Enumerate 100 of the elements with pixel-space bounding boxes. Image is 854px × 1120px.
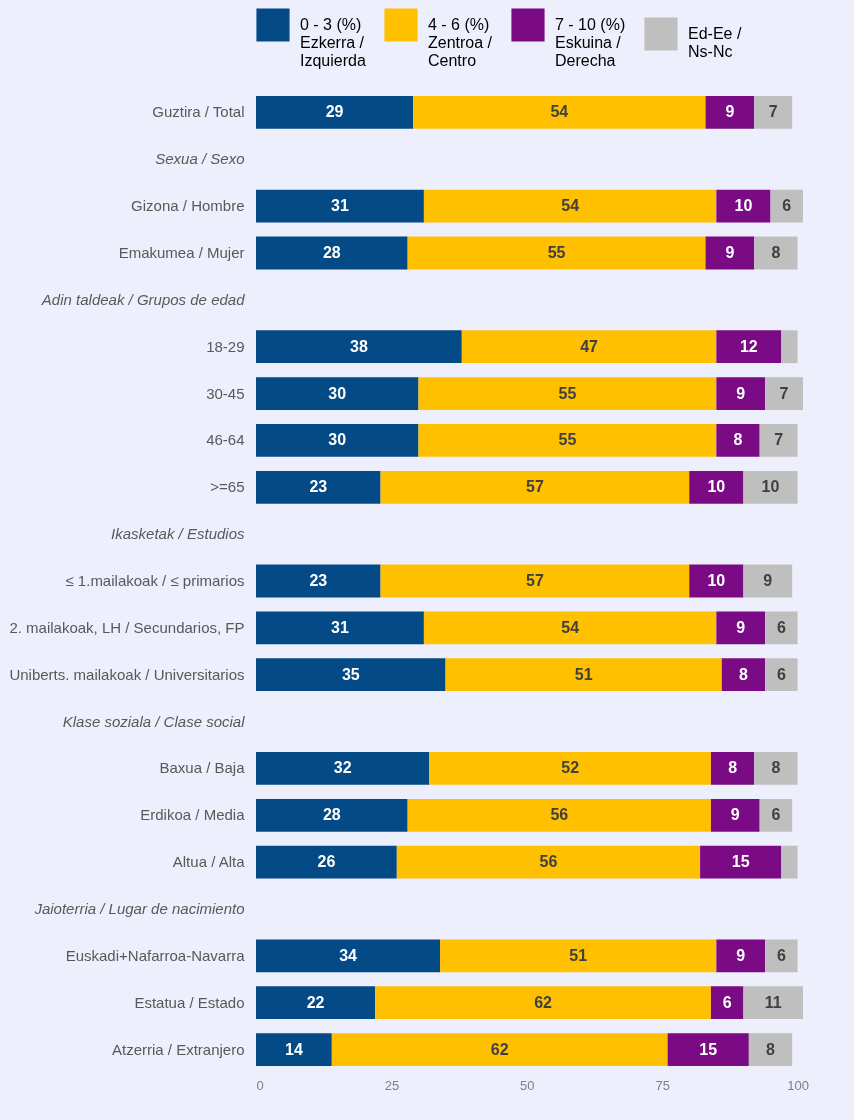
bar: [710, 798, 760, 832]
data-label: 8: [728, 759, 738, 777]
y-tick-label: 18-29: [206, 337, 245, 355]
y-tick-label: 2. mailakoak, LH / Secundarios, FP: [9, 618, 245, 636]
data-label: 54: [561, 197, 580, 215]
bar: [331, 1033, 668, 1066]
bar: [705, 96, 755, 129]
bar: [721, 658, 766, 692]
legend-label: 7 - 10 (%) Eskuina / Derecha: [555, 16, 626, 69]
bar: [781, 845, 798, 879]
bar: [710, 752, 755, 785]
bar: [256, 424, 419, 457]
bar: [256, 236, 408, 270]
y-tick-label: Jaioterria / Lugar de nacimiento: [33, 900, 245, 917]
bar: [781, 330, 798, 364]
bar: [716, 611, 766, 645]
data-label: 8: [766, 1040, 776, 1058]
bar: [461, 330, 717, 364]
bar: [380, 564, 690, 598]
data-label: 34: [339, 946, 358, 964]
data-label: 56: [550, 806, 569, 824]
bar: [429, 752, 711, 785]
bar: [765, 658, 798, 692]
data-label: 55: [558, 431, 577, 449]
bar: [743, 470, 798, 504]
bar: [689, 564, 744, 598]
y-tick-label: 30-45: [206, 384, 245, 402]
data-label: 57: [526, 478, 544, 496]
bar: [256, 330, 462, 364]
bar: [256, 470, 381, 504]
y-tick-label: Atzerria / Extranjero: [111, 1040, 245, 1058]
data-label: 6: [722, 993, 732, 1011]
bar: [743, 564, 793, 598]
bar: [689, 470, 744, 504]
y-tick-label: Guztira / Total: [152, 103, 245, 121]
data-label: 11: [764, 993, 782, 1011]
bar: [413, 96, 706, 129]
y-tick-label: Baxua / Baja: [159, 759, 246, 777]
bar: [754, 236, 798, 270]
legend-label: 0 - 3 (%) Ezkerra / Izquierda: [300, 16, 366, 69]
bar: [743, 986, 803, 1020]
y-tick-label: Gizona / Hombre: [131, 197, 245, 215]
bar: [765, 377, 803, 410]
data-label: 51: [569, 946, 588, 964]
bar: [716, 330, 782, 364]
bar: [256, 658, 446, 692]
bar: [423, 189, 717, 223]
data-label: 9: [736, 384, 746, 402]
bar: [440, 939, 717, 973]
bar: [423, 611, 717, 645]
bar: [716, 377, 766, 410]
data-label: 54: [550, 103, 569, 121]
bar: [418, 377, 717, 410]
y-tick-label: >=65: [210, 478, 245, 496]
data-label: 38: [350, 337, 368, 355]
bar: [256, 189, 424, 223]
data-label: 10: [761, 478, 780, 496]
bar: [256, 798, 408, 832]
data-label: 32: [333, 759, 352, 777]
bar: [256, 939, 441, 973]
data-label: 30: [328, 431, 347, 449]
x-tick-label: 0: [256, 1077, 264, 1093]
data-label: 23: [309, 478, 328, 496]
data-label: 6: [782, 197, 792, 215]
y-tick-label: Altua / Alta: [172, 853, 246, 871]
bar: [765, 939, 798, 973]
data-label: 6: [771, 806, 781, 824]
data-label: 56: [539, 853, 558, 871]
bar: [256, 986, 376, 1020]
bar: [765, 611, 798, 645]
y-tick-label: ≤ 1.mailakoak / ≤ primarios: [65, 572, 245, 589]
data-label: 9: [725, 244, 735, 261]
data-label: 9: [725, 103, 735, 121]
bar: [256, 1033, 332, 1066]
data-label: 52: [561, 759, 580, 777]
bar: [705, 236, 755, 270]
data-label: 8: [771, 244, 781, 261]
data-label: 47: [580, 337, 599, 355]
bar: [700, 845, 782, 879]
data-label: 7: [768, 103, 778, 121]
data-label: 62: [534, 993, 553, 1011]
data-label: 15: [699, 1040, 718, 1058]
bar: [710, 986, 744, 1020]
data-label: 28: [322, 244, 341, 261]
bar: [418, 424, 717, 457]
bar: [256, 845, 397, 879]
bar: [407, 798, 711, 832]
bar: [380, 470, 690, 504]
bar: [716, 424, 760, 457]
data-label: 26: [317, 853, 336, 871]
data-label: 8: [738, 665, 748, 683]
legend-label: 4 - 6 (%) Zentroa / Centro: [428, 16, 493, 69]
data-label: 57: [526, 572, 544, 589]
bar: [716, 189, 771, 223]
data-label: 35: [341, 665, 360, 683]
data-label: 15: [731, 853, 750, 871]
bar: [754, 752, 798, 785]
bar: [256, 611, 424, 645]
bar: [770, 189, 803, 223]
y-tick-label: Euskadi+Nafarroa-Navarra: [65, 946, 246, 964]
